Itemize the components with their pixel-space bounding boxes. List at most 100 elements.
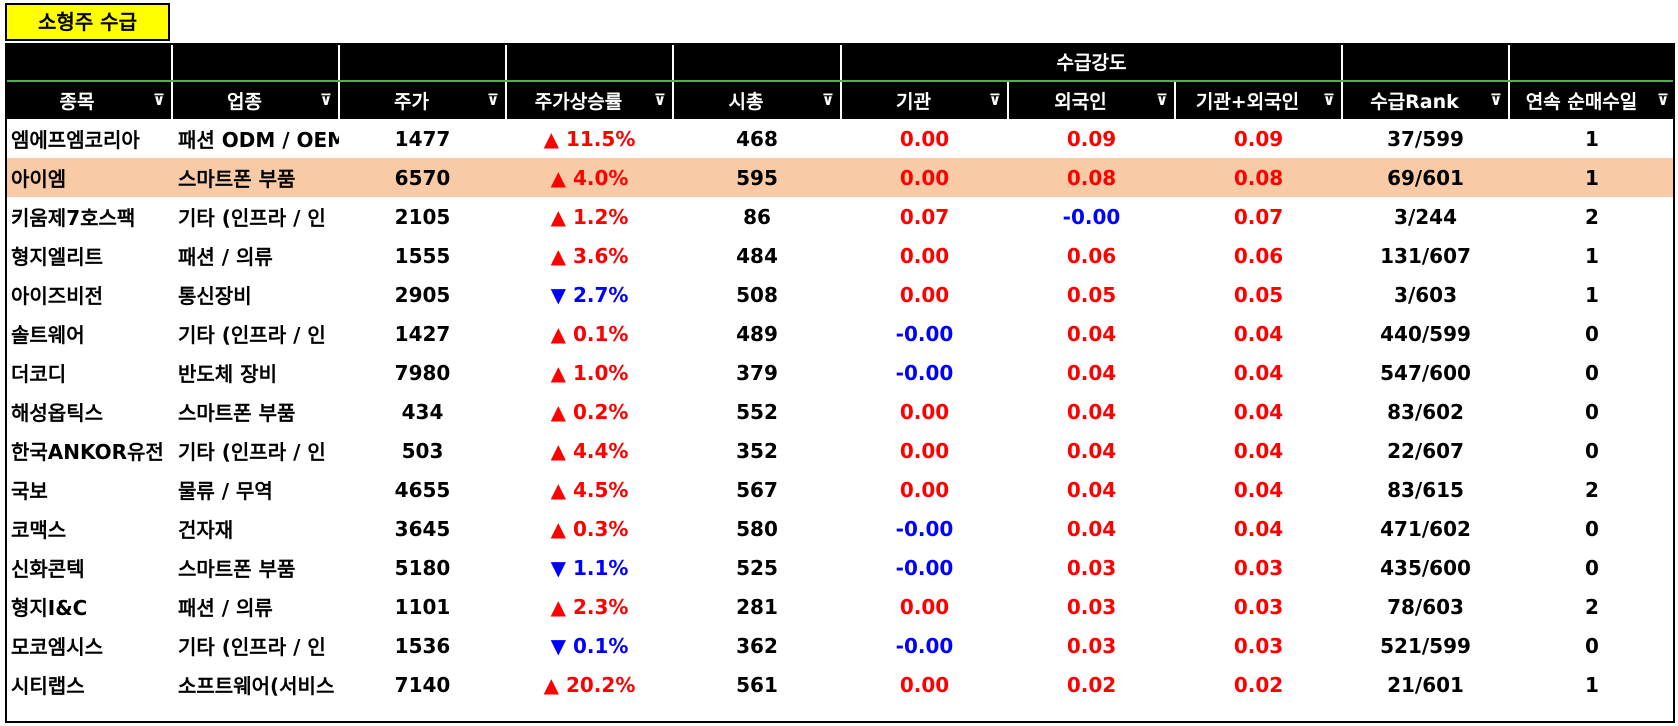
price-change-cell[interactable]: ▲ 3.6% xyxy=(550,243,629,268)
table-row[interactable]: 모코엠시스 기타 (인프라 / 인 1536 ▼ 0.1% 362 -0.00 0.03 0.… xyxy=(5,626,1675,665)
foreign-cell[interactable]: 0.06 xyxy=(1066,243,1117,268)
supply-rank-cell[interactable]: 471/602 xyxy=(1380,516,1471,541)
stock-name-cell[interactable]: 코맥스 xyxy=(11,518,67,542)
price-change-cell[interactable]: ▲ 0.1% xyxy=(550,321,629,346)
price-change-cell[interactable]: ▼ 1.1% xyxy=(550,555,629,580)
market-cap-cell[interactable]: 489 xyxy=(736,321,778,346)
supply-rank-cell[interactable]: 37/599 xyxy=(1387,126,1464,151)
price-cell[interactable]: 5180 xyxy=(394,555,451,580)
stock-name-cell[interactable]: 솔트웨어 xyxy=(11,323,85,347)
price-cell[interactable]: 434 xyxy=(401,399,444,424)
price-change-cell[interactable]: ▲ 4.5% xyxy=(550,477,629,502)
foreign-cell[interactable]: 0.04 xyxy=(1066,438,1117,463)
sector-cell[interactable]: 스마트폰 부품 xyxy=(172,158,339,197)
foreign-cell[interactable]: 0.04 xyxy=(1066,321,1117,346)
foreign-cell[interactable]: 0.04 xyxy=(1066,360,1117,385)
sector-cell[interactable]: 스마트폰 부품 xyxy=(178,401,296,425)
consecutive-buy-days-cell[interactable]: 0 xyxy=(1585,360,1599,385)
supply-rank-cell[interactable]: 435/600 xyxy=(1380,555,1471,580)
price-cell[interactable]: 2905 xyxy=(394,282,451,307)
sector-cell[interactable]: 기타 (인프라 / 인 xyxy=(178,323,326,347)
consecutive-buy-days-cell[interactable]: 2 xyxy=(1585,204,1599,229)
foreign-cell[interactable]: 0.03 xyxy=(1066,594,1117,619)
table-row[interactable]: 시티랩스 소프트웨어(서비스 7140 ▲ 20.2% 561 0.00 0.02 0.02 2… xyxy=(5,665,1675,704)
institution-foreign-cell[interactable]: 0.08 xyxy=(1175,158,1343,197)
consecutive-buy-days-cell[interactable]: 0 xyxy=(1585,399,1599,424)
filter-dropdown-icon[interactable]: ⊽ xyxy=(319,91,333,109)
market-cap-cell[interactable]: 468 xyxy=(736,126,778,151)
sector-cell[interactable]: 물류 / 무역 xyxy=(178,479,273,503)
stock-name-cell[interactable]: 아이엠 xyxy=(5,158,172,197)
market-cap-cell[interactable]: 86 xyxy=(743,204,771,229)
table-row[interactable]: 솔트웨어 기타 (인프라 / 인 1427 ▲ 0.1% 489 -0.00 0.04 0.0… xyxy=(5,314,1675,353)
institution-cell[interactable]: 0.00 xyxy=(899,243,950,268)
table-row[interactable]: 신화콘텍 스마트폰 부품 5180 ▼ 1.1% 525 -0.00 0.03 0.03 435… xyxy=(5,548,1675,587)
market-cap-cell[interactable]: 362 xyxy=(736,633,778,658)
supply-rank-cell[interactable]: 21/601 xyxy=(1387,672,1464,697)
table-row[interactable]: 해성옵틱스 스마트폰 부품 434 ▲ 0.2% 552 0.00 0.04 0.04 83/6… xyxy=(5,392,1675,431)
market-cap-cell[interactable]: 484 xyxy=(736,243,778,268)
filter-dropdown-icon[interactable]: ⊽ xyxy=(988,91,1002,109)
stock-name-cell[interactable]: 모코엠시스 xyxy=(11,635,103,659)
price-change-cell[interactable]: ▲ 4.4% xyxy=(550,438,629,463)
institution-foreign-cell[interactable]: 0.02 xyxy=(1233,672,1284,697)
market-cap-cell[interactable]: 561 xyxy=(736,672,778,697)
consecutive-buy-days-cell[interactable]: 2 xyxy=(1585,477,1599,502)
price-cell[interactable]: 1477 xyxy=(394,126,451,151)
stock-name-cell[interactable]: 국보 xyxy=(11,479,48,503)
foreign-cell[interactable]: 0.03 xyxy=(1066,633,1117,658)
institution-foreign-cell[interactable]: 0.04 xyxy=(1233,477,1284,502)
price-change-cell[interactable]: ▲ 11.5% xyxy=(543,126,636,151)
institution-foreign-cell[interactable]: 0.03 xyxy=(1233,555,1284,580)
foreign-cell[interactable]: 0.08 xyxy=(1008,158,1175,197)
filter-dropdown-icon[interactable]: ⊽ xyxy=(653,91,667,109)
market-cap-cell[interactable]: 595 xyxy=(673,158,841,197)
foreign-cell[interactable]: 0.04 xyxy=(1066,399,1117,424)
consecutive-buy-days-cell[interactable]: 1 xyxy=(1585,282,1599,307)
market-cap-cell[interactable]: 580 xyxy=(736,516,778,541)
foreign-cell[interactable]: 0.04 xyxy=(1066,477,1117,502)
price-cell[interactable]: 4655 xyxy=(394,477,451,502)
sector-cell[interactable]: 패션 / 의류 xyxy=(178,245,273,269)
market-cap-cell[interactable]: 552 xyxy=(736,399,778,424)
institution-cell[interactable]: -0.00 xyxy=(895,321,954,346)
supply-rank-cell[interactable]: 69/601 xyxy=(1342,158,1510,197)
institution-foreign-cell[interactable]: 0.04 xyxy=(1233,360,1284,385)
consecutive-buy-days-cell[interactable]: 1 xyxy=(1585,672,1599,697)
price-cell[interactable]: 1427 xyxy=(394,321,451,346)
table-row[interactable]: 엠에프엠코리아 패션 ODM / OEM 1477 ▲ 11.5% 468 0.00 0.0… xyxy=(5,119,1675,158)
consecutive-buy-days-cell[interactable]: 0 xyxy=(1585,633,1599,658)
price-change-cell[interactable]: ▲ 2.3% xyxy=(550,594,629,619)
foreign-cell[interactable]: 0.05 xyxy=(1066,282,1117,307)
table-row[interactable]: 아이엠 스마트폰 부품 6570 ▲ 4.0% 595 0.00 0.08 0.08 69/60… xyxy=(5,158,1676,197)
price-cell[interactable]: 6570 xyxy=(339,158,506,197)
institution-cell[interactable]: -0.00 xyxy=(895,516,954,541)
consecutive-buy-days-cell[interactable]: 0 xyxy=(1585,438,1599,463)
stock-name-cell[interactable]: 시티랩스 xyxy=(11,674,85,698)
foreign-cell[interactable]: -0.00 xyxy=(1062,204,1121,229)
stock-name-cell[interactable]: 형지I&C xyxy=(11,596,88,620)
filter-dropdown-icon[interactable]: ⊽ xyxy=(486,91,500,109)
table-row[interactable]: 코맥스 건자재 3645 ▲ 0.3% 580 -0.00 0.04 0.04 471/602 0 xyxy=(5,509,1675,548)
foreign-cell[interactable]: 0.09 xyxy=(1066,126,1117,151)
price-cell[interactable]: 2105 xyxy=(394,204,451,229)
market-cap-cell[interactable]: 379 xyxy=(736,360,778,385)
sector-cell[interactable]: 스마트폰 부품 xyxy=(178,557,296,581)
foreign-cell[interactable]: 0.03 xyxy=(1066,555,1117,580)
price-cell[interactable]: 1555 xyxy=(394,243,451,268)
price-change-cell[interactable]: ▲ 4.0% xyxy=(506,158,673,197)
consecutive-buy-days-cell[interactable]: 1 xyxy=(1585,243,1599,268)
price-change-cell[interactable]: ▲ 1.2% xyxy=(550,204,629,229)
supply-rank-cell[interactable]: 22/607 xyxy=(1387,438,1464,463)
stock-name-cell[interactable]: 아이즈비전 xyxy=(11,284,103,308)
institution-foreign-cell[interactable]: 0.04 xyxy=(1233,399,1284,424)
institution-cell[interactable]: -0.00 xyxy=(895,633,954,658)
supply-rank-cell[interactable]: 131/607 xyxy=(1380,243,1471,268)
price-cell[interactable]: 7980 xyxy=(394,360,451,385)
sector-cell[interactable]: 기타 (인프라 / 인 xyxy=(178,440,326,464)
sector-cell[interactable]: 패션 ODM / OEM xyxy=(178,128,339,152)
price-change-cell[interactable]: ▲ 0.3% xyxy=(550,516,629,541)
institution-cell[interactable]: 0.07 xyxy=(899,204,950,229)
market-cap-cell[interactable]: 525 xyxy=(736,555,778,580)
supply-rank-cell[interactable]: 83/602 xyxy=(1387,399,1464,424)
